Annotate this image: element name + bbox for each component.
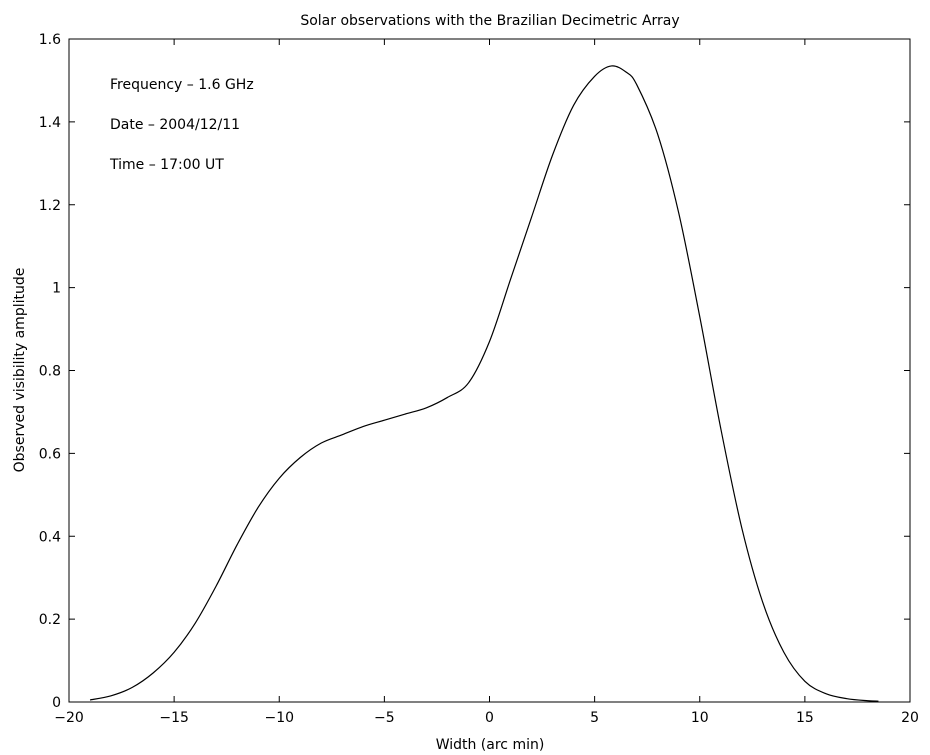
x-tick-label: −20 <box>54 710 84 726</box>
x-tick-label: 10 <box>691 710 709 726</box>
x-tick-label: 20 <box>901 710 919 726</box>
y-tick-label: 0 <box>52 695 61 711</box>
y-tick-label: 0.2 <box>39 612 61 628</box>
x-tick-label: 15 <box>796 710 814 726</box>
y-axis-ticks: 0 0.2 0.4 0.6 0.8 1 1.2 1.4 1.6 <box>39 32 910 711</box>
y-tick-label: 1 <box>52 281 61 297</box>
x-axis-label: Width (arc min) <box>436 737 545 753</box>
annotation-time: Time – 17:00 UT <box>109 157 224 173</box>
y-tick-label: 1.2 <box>39 198 61 214</box>
y-axis-label: Observed visibility amplitude <box>12 268 28 473</box>
y-tick-label: 0.8 <box>39 364 61 380</box>
annotation-frequency: Frequency – 1.6 GHz <box>110 77 254 93</box>
x-axis-ticks: −20 −15 −10 −5 0 5 10 15 20 <box>54 39 919 726</box>
x-tick-label: −15 <box>159 710 189 726</box>
x-tick-label: −5 <box>374 710 395 726</box>
y-tick-label: 0.6 <box>39 446 61 462</box>
chart-title: Solar observations with the Brazilian De… <box>300 13 679 29</box>
y-tick-label: 1.6 <box>39 32 61 48</box>
x-tick-label: −10 <box>264 710 294 726</box>
y-tick-label: 0.4 <box>39 529 61 545</box>
plot-area <box>68 38 911 703</box>
visibility-amplitude-line <box>89 65 879 702</box>
annotation-date: Date – 2004/12/11 <box>110 117 240 133</box>
x-tick-label: 0 <box>485 710 494 726</box>
x-tick-label: 5 <box>590 710 599 726</box>
y-tick-label: 1.4 <box>39 115 61 131</box>
